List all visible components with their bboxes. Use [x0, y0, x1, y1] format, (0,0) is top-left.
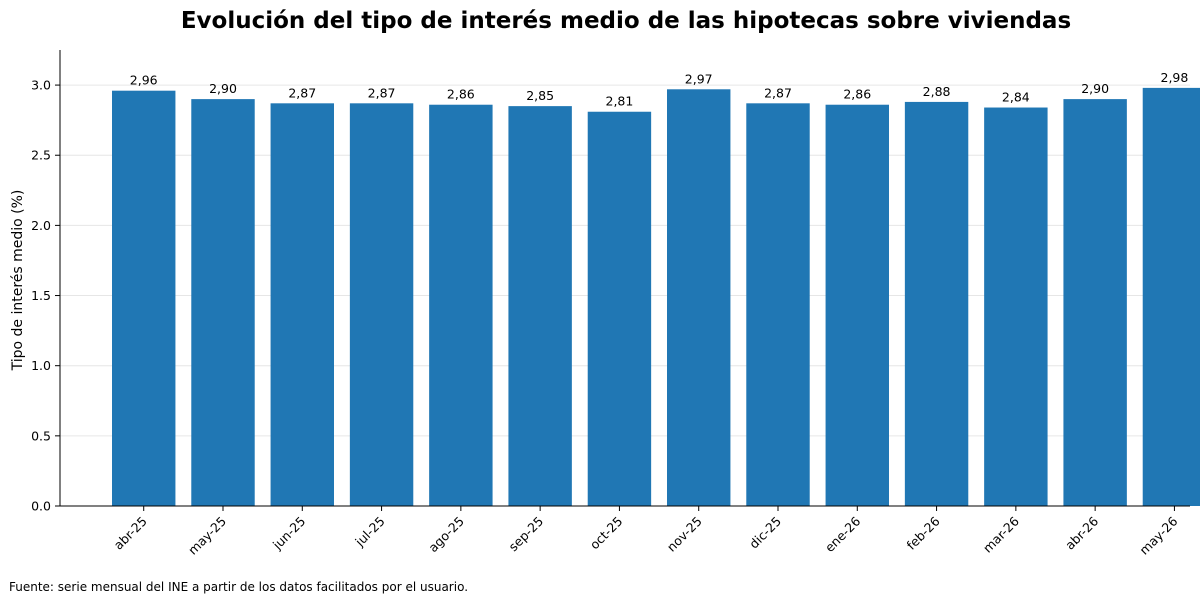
bar — [1142, 87, 1200, 506]
bar — [587, 111, 652, 506]
bar-value-label: 2,87 — [764, 85, 792, 100]
y-tick-label: 1.5 — [31, 288, 51, 303]
bar — [429, 104, 493, 506]
bar-value-label: 2,85 — [526, 88, 554, 103]
chart-title: Evolución del tipo de interés medio de l… — [181, 8, 1071, 34]
bar-value-label: 2,87 — [368, 85, 396, 100]
bar — [191, 99, 255, 506]
bar — [508, 106, 572, 506]
y-axis-ticks: 0.0 0.5 1.0 1.5 2.0 2.5 3.0 — [31, 78, 60, 514]
y-tick-label: 0.5 — [31, 428, 51, 443]
x-tick-label: feb-26 — [903, 513, 942, 552]
x-tick-label: ago-25 — [425, 514, 467, 556]
x-tick-label: ene-26 — [822, 513, 864, 555]
y-tick-label: 2.0 — [31, 218, 51, 233]
bar-value-label: 2,96 — [130, 73, 158, 88]
source-footnote: Fuente: serie mensual del INE a partir d… — [9, 580, 469, 594]
y-axis-label: Tipo de interés medio (%) — [10, 190, 26, 372]
bar — [1063, 99, 1127, 506]
x-tick-label: oct-25 — [587, 514, 626, 553]
bar-value-labels: 2,96 2,90 2,87 2,87 2,86 2,85 2,81 2,97 2,87 2,86… — [130, 70, 1189, 109]
bar-value-label: 2,87 — [288, 85, 316, 100]
bars — [112, 87, 1200, 506]
x-tick-label: sep-25 — [506, 514, 547, 555]
bar — [667, 89, 731, 506]
x-tick-label: jul-25 — [351, 514, 387, 550]
x-axis-ticks: abr-25 may-25 jun-25 jul-25 ago-25 sep-25 oct-… — [111, 506, 1181, 558]
bar-value-label: 2,86 — [843, 87, 871, 102]
x-tick-label: mar-26 — [980, 513, 1022, 555]
bar — [904, 101, 969, 506]
bar-value-label: 2,90 — [209, 81, 237, 96]
bar-value-label: 2,84 — [1002, 90, 1030, 105]
bar-value-label: 2,90 — [1081, 81, 1109, 96]
bar — [746, 103, 810, 506]
y-tick-label: 3.0 — [31, 78, 51, 93]
bar — [349, 103, 414, 506]
bar — [270, 103, 334, 506]
bar-value-label: 2,98 — [1161, 70, 1189, 85]
y-tick-label: 1.0 — [31, 358, 51, 373]
x-tick-label: nov-25 — [664, 514, 705, 555]
x-tick-label: abr-26 — [1062, 513, 1101, 552]
x-tick-label: may-26 — [1136, 513, 1180, 557]
bar — [112, 90, 176, 506]
x-tick-label: abr-25 — [111, 514, 150, 553]
x-tick-label: jun-25 — [269, 514, 308, 553]
bar — [825, 104, 889, 506]
x-tick-label: may-25 — [185, 514, 229, 558]
bar-value-label: 2,86 — [447, 87, 475, 102]
bar-value-label: 2,88 — [923, 84, 951, 99]
bar — [984, 107, 1048, 506]
bar-value-label: 2,97 — [685, 71, 713, 86]
y-tick-label: 0.0 — [31, 499, 51, 514]
bar-value-label: 2,81 — [606, 94, 634, 109]
x-tick-label: dic-25 — [746, 514, 784, 552]
y-tick-label: 2.5 — [31, 148, 51, 163]
